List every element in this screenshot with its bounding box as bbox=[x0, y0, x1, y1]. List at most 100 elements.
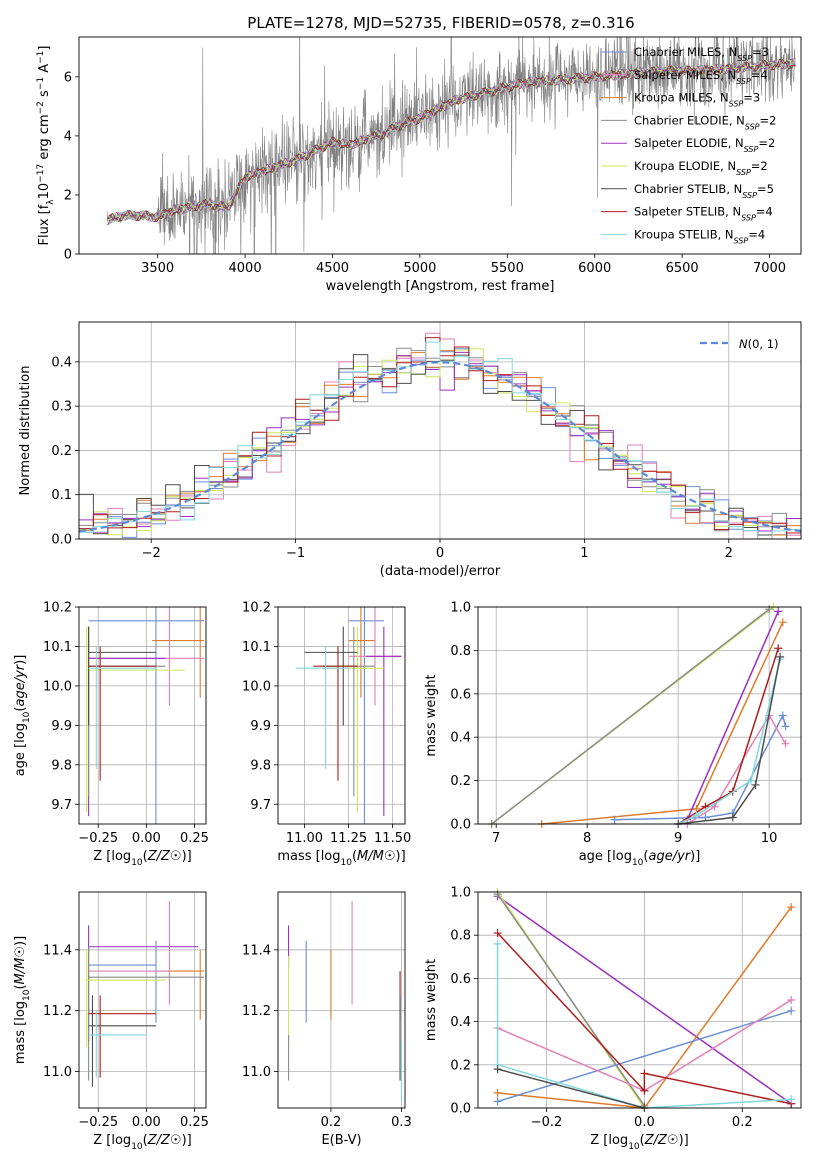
label-part: SSP bbox=[737, 54, 752, 63]
legend-entry-kroupa-miles: Kroupa MILES, NSSP=3 bbox=[634, 91, 760, 109]
weight-vs-Z-ytick-label: 0.6 bbox=[450, 972, 471, 987]
marker-kroupa-stelib bbox=[787, 1095, 796, 1104]
label-part: age [log bbox=[579, 849, 632, 864]
marker-chabrier-miles bbox=[493, 1097, 502, 1106]
series-kroupa-stelib bbox=[677, 658, 781, 825]
age-vs-Z-ylabel: age [log10(age/yr)] bbox=[13, 655, 32, 777]
label-part: 10 bbox=[628, 1142, 640, 1152]
residuals-xtick-label: 1 bbox=[580, 546, 588, 561]
mass-vs-Z-frame bbox=[78, 891, 207, 1109]
label-part: Z/Z☉ bbox=[147, 1133, 182, 1148]
weight-vs-age-xtick-label: 8 bbox=[583, 831, 591, 846]
mass-vs-EBV-errorbars bbox=[288, 901, 403, 1102]
label-part: )] bbox=[182, 1133, 192, 1148]
label-part: SSP bbox=[736, 168, 751, 177]
label-part: age [log bbox=[13, 723, 28, 776]
legend-entry-chabrier-elodie: Chabrier ELODIE, NSSP=2 bbox=[634, 113, 776, 130]
spectrum-xtick-label: 5000 bbox=[403, 261, 436, 276]
marker-salpeter-miles bbox=[781, 739, 790, 748]
weight-vs-age-ytick-label: 0.0 bbox=[450, 818, 471, 833]
weight-vs-age-lines bbox=[487, 603, 790, 828]
label-part: mass [log bbox=[277, 849, 340, 864]
legend-entry-normal: N(0, 1) bbox=[739, 337, 779, 351]
label-part: Flux [f bbox=[37, 204, 52, 245]
label-part: ( bbox=[13, 984, 28, 989]
age-vs-Z-errorbars bbox=[86, 607, 205, 824]
label-part: Salpeter ELODIE, N bbox=[634, 136, 744, 150]
label-part: s bbox=[37, 90, 52, 101]
label-part: =4 bbox=[751, 68, 768, 82]
age-vs-Z-ytick-label: 10.1 bbox=[43, 640, 72, 655]
mass-vs-EBV-ytick-label: 11.4 bbox=[242, 943, 271, 958]
label-part: SSP bbox=[729, 99, 744, 108]
label-part: −2 bbox=[36, 101, 46, 114]
legend-entry-kroupa-stelib: Kroupa STELIB, NSSP=4 bbox=[634, 227, 765, 245]
spectrum-data-line bbox=[106, 37, 796, 254]
label-part: SSP bbox=[741, 213, 756, 222]
label-part: Z/Z☉ bbox=[147, 849, 182, 864]
label-part: )] bbox=[13, 655, 28, 665]
age-vs-Z-ytick-label: 9.7 bbox=[51, 798, 72, 813]
normal-curve bbox=[79, 361, 801, 533]
age-vs-mass-xlabel: mass [log10(M/M☉)] bbox=[277, 849, 405, 868]
label-part: 10 bbox=[632, 858, 644, 868]
label-part: ( bbox=[143, 849, 148, 864]
residuals-ytick-label: 0.3 bbox=[51, 400, 72, 415]
label-part: )] bbox=[13, 936, 28, 946]
mass-vs-EBV-xtick-label: 0.2 bbox=[321, 1115, 342, 1130]
age-vs-Z-frame bbox=[78, 606, 207, 825]
residual-hist-salpeter-elodie bbox=[79, 351, 801, 532]
age-vs-Z-ytick-label: 9.9 bbox=[51, 719, 72, 734]
spectrum-xtick-label: 6500 bbox=[666, 261, 699, 276]
weight-vs-age-ytick-label: 0.4 bbox=[450, 731, 471, 746]
marker-chabrier-miles bbox=[778, 711, 787, 720]
marker-kroupa-miles bbox=[493, 1088, 502, 1097]
label-part: Salpeter MILES, N bbox=[634, 68, 736, 82]
figure-title: PLATE=1278, MJD=52735, FIBERID=0578, z=0… bbox=[247, 14, 634, 32]
marker-chabrier-miles bbox=[781, 722, 790, 731]
mass-vs-Z-xlabel: Z [log10(Z/Z☉)] bbox=[93, 1133, 191, 1152]
label-part: 10 bbox=[22, 711, 32, 723]
series-chabrier-stelib bbox=[678, 656, 781, 825]
weight-vs-age-ytick-label: 0.2 bbox=[450, 774, 471, 789]
legend-entry-salpeter-stelib: Salpeter STELIB, NSSP=4 bbox=[634, 205, 773, 223]
weight-vs-age-ytick-label: 0.8 bbox=[450, 644, 471, 659]
weight-vs-age-ytick-label: 1.0 bbox=[450, 601, 471, 616]
label-part: SSP bbox=[745, 122, 760, 131]
label-part: Salpeter STELIB, N bbox=[634, 205, 741, 219]
label-part: −17 bbox=[36, 164, 46, 183]
label-part: ( bbox=[352, 849, 357, 864]
weight-vs-Z-xtick-label: −0.2 bbox=[531, 1115, 563, 1130]
residual-hist-kroupa-elodie bbox=[79, 348, 801, 539]
label-part: Chabrier ELODIE, N bbox=[634, 113, 745, 127]
label-part: Kroupa MILES, N bbox=[634, 91, 729, 105]
marker-chabrier-elodie bbox=[493, 890, 502, 899]
label-part: 10 bbox=[341, 858, 353, 868]
age-vs-mass-ytick-label: 10.2 bbox=[242, 601, 271, 616]
spectrum-panel: 3500 4000 4500 5000 5500 6000 6500 7000 0 2 4 6 wave… bbox=[36, 36, 802, 294]
residuals-ytick-label: 0.4 bbox=[51, 355, 72, 370]
age-vs-mass-ytick-label: 9.8 bbox=[250, 758, 271, 773]
series-chabrier-miles bbox=[497, 1010, 792, 1103]
age-vs-Z-ytick-label: 10.0 bbox=[43, 679, 72, 694]
marker-chabrier-miles bbox=[787, 1006, 796, 1015]
label-part: =2 bbox=[760, 113, 777, 127]
label-part: SSP bbox=[744, 145, 759, 154]
label-part: Z [log bbox=[93, 1133, 131, 1148]
mass-vs-EBV-frame bbox=[277, 891, 406, 1109]
spectrum-ytick-label: 6 bbox=[64, 70, 72, 85]
marker-kroupa-miles bbox=[778, 618, 787, 627]
panels: 3500 4000 4500 5000 5500 6000 6500 7000 0 2 4 6 wave… bbox=[13, 36, 802, 1152]
label-part: Kroupa ELODIE, N bbox=[634, 159, 736, 173]
label-part: M/M☉ bbox=[13, 946, 28, 984]
marker-kroupa-stelib bbox=[493, 939, 502, 948]
marker-salpeter-elodie bbox=[774, 607, 783, 616]
legend-entry-salpeter-miles: Salpeter MILES, NSSP=4 bbox=[634, 68, 768, 86]
residuals-ytick-label: 0.0 bbox=[51, 533, 72, 548]
weight-vs-age-xtick-label: 10 bbox=[761, 831, 778, 846]
age-vs-mass-ytick-label: 9.7 bbox=[250, 798, 271, 813]
label-part: 10 bbox=[131, 858, 143, 868]
age-vs-Z-panel: −0.25 0.00 0.25 9.7 9.8 9.9 10.0 10.1 10.2 Z [log… bbox=[13, 601, 209, 869]
weight-vs-Z-xlabel: Z [log10(Z/Z☉)] bbox=[590, 1133, 688, 1152]
mass-vs-Z-xtick-label: −0.25 bbox=[78, 1115, 118, 1130]
